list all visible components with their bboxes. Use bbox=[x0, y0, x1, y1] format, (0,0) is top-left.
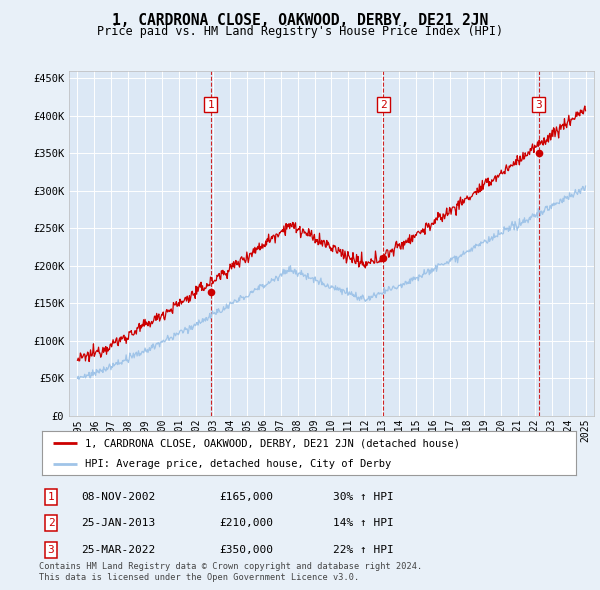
Text: 2: 2 bbox=[47, 519, 55, 528]
Text: 30% ↑ HPI: 30% ↑ HPI bbox=[333, 492, 394, 502]
Text: £165,000: £165,000 bbox=[219, 492, 273, 502]
Text: HPI: Average price, detached house, City of Derby: HPI: Average price, detached house, City… bbox=[85, 459, 391, 469]
Text: 25-JAN-2013: 25-JAN-2013 bbox=[81, 519, 155, 528]
Text: 25-MAR-2022: 25-MAR-2022 bbox=[81, 545, 155, 555]
Text: 1: 1 bbox=[47, 492, 55, 502]
Text: Price paid vs. HM Land Registry's House Price Index (HPI): Price paid vs. HM Land Registry's House … bbox=[97, 25, 503, 38]
Text: 14% ↑ HPI: 14% ↑ HPI bbox=[333, 519, 394, 528]
Text: 1: 1 bbox=[207, 100, 214, 110]
Text: 3: 3 bbox=[535, 100, 542, 110]
Text: 08-NOV-2002: 08-NOV-2002 bbox=[81, 492, 155, 502]
Text: £350,000: £350,000 bbox=[219, 545, 273, 555]
Text: 2: 2 bbox=[380, 100, 387, 110]
Text: 1, CARDRONA CLOSE, OAKWOOD, DERBY, DE21 2JN (detached house): 1, CARDRONA CLOSE, OAKWOOD, DERBY, DE21 … bbox=[85, 438, 460, 448]
Text: Contains HM Land Registry data © Crown copyright and database right 2024.: Contains HM Land Registry data © Crown c… bbox=[39, 562, 422, 571]
Text: £210,000: £210,000 bbox=[219, 519, 273, 528]
Text: 1, CARDRONA CLOSE, OAKWOOD, DERBY, DE21 2JN: 1, CARDRONA CLOSE, OAKWOOD, DERBY, DE21 … bbox=[112, 13, 488, 28]
Text: 22% ↑ HPI: 22% ↑ HPI bbox=[333, 545, 394, 555]
Text: This data is licensed under the Open Government Licence v3.0.: This data is licensed under the Open Gov… bbox=[39, 573, 359, 582]
Text: 3: 3 bbox=[47, 545, 55, 555]
